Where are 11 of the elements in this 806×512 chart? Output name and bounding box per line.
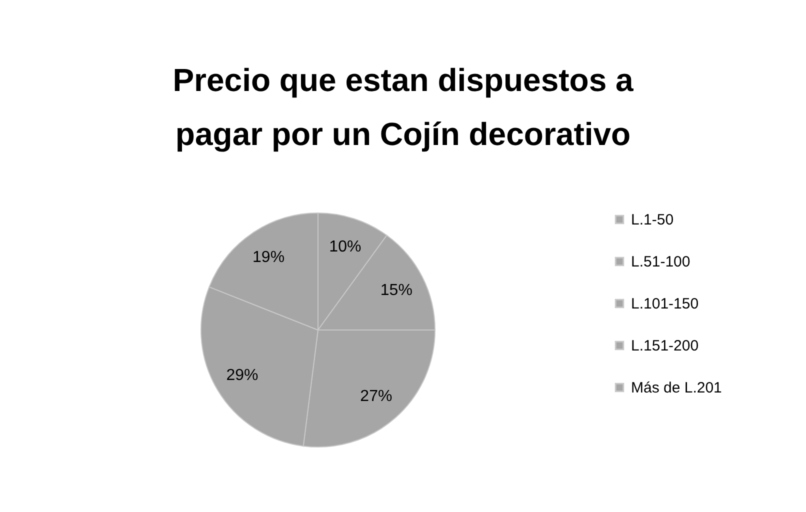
data-label: 15% [380,282,412,300]
data-label: 29% [226,366,258,384]
data-label: 10% [329,238,362,256]
data-label: 27% [360,388,392,406]
legend-label: L.1-50 [631,212,674,228]
data-label: 19% [252,249,285,266]
legend-label: L.101-150 [631,296,699,312]
legend-label: Más de L.201 [631,380,722,396]
legend-label: L.51-100 [631,254,690,270]
chart-title: Precio que estan dispuestos a pagar por un Cojín decorativo [172,62,634,152]
legend-label: L.151-200 [631,338,699,354]
